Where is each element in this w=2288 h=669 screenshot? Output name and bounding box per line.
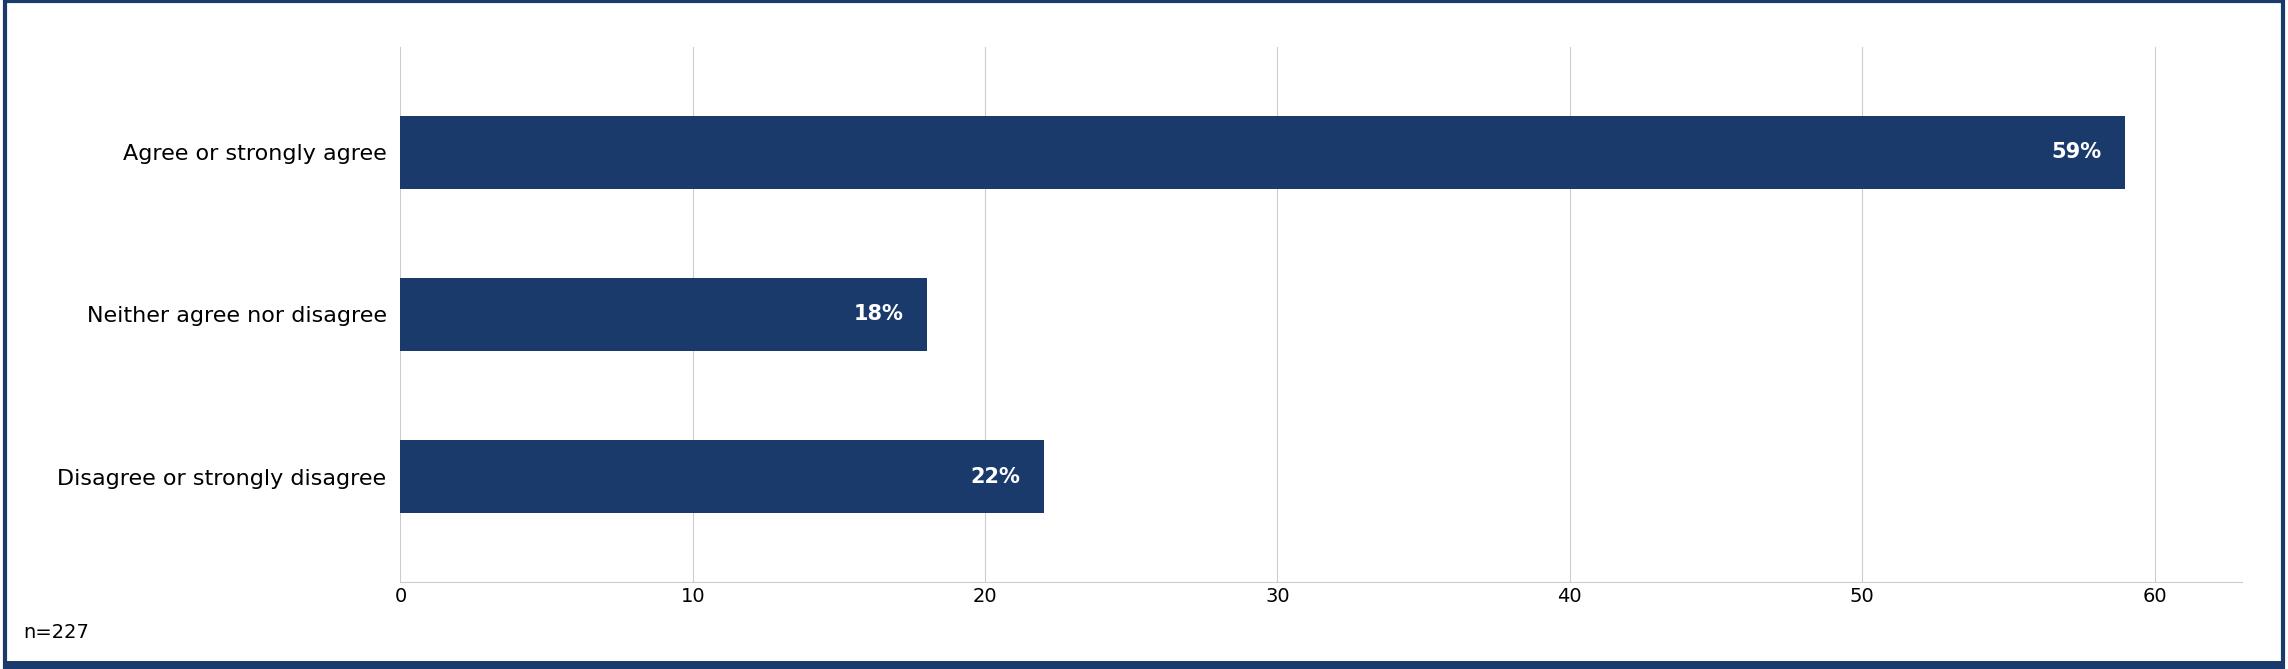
Bar xyxy=(400,116,2126,189)
Bar xyxy=(400,278,927,351)
Text: When filling out paperwork in person for my current or most recent job or contra: When filling out paperwork in person for… xyxy=(487,61,1801,167)
Text: 59%: 59% xyxy=(2052,142,2103,163)
Text: 18%: 18% xyxy=(853,304,904,324)
Bar xyxy=(400,440,1043,513)
Text: n=227: n=227 xyxy=(23,624,89,642)
Text: 22%: 22% xyxy=(970,466,1020,486)
